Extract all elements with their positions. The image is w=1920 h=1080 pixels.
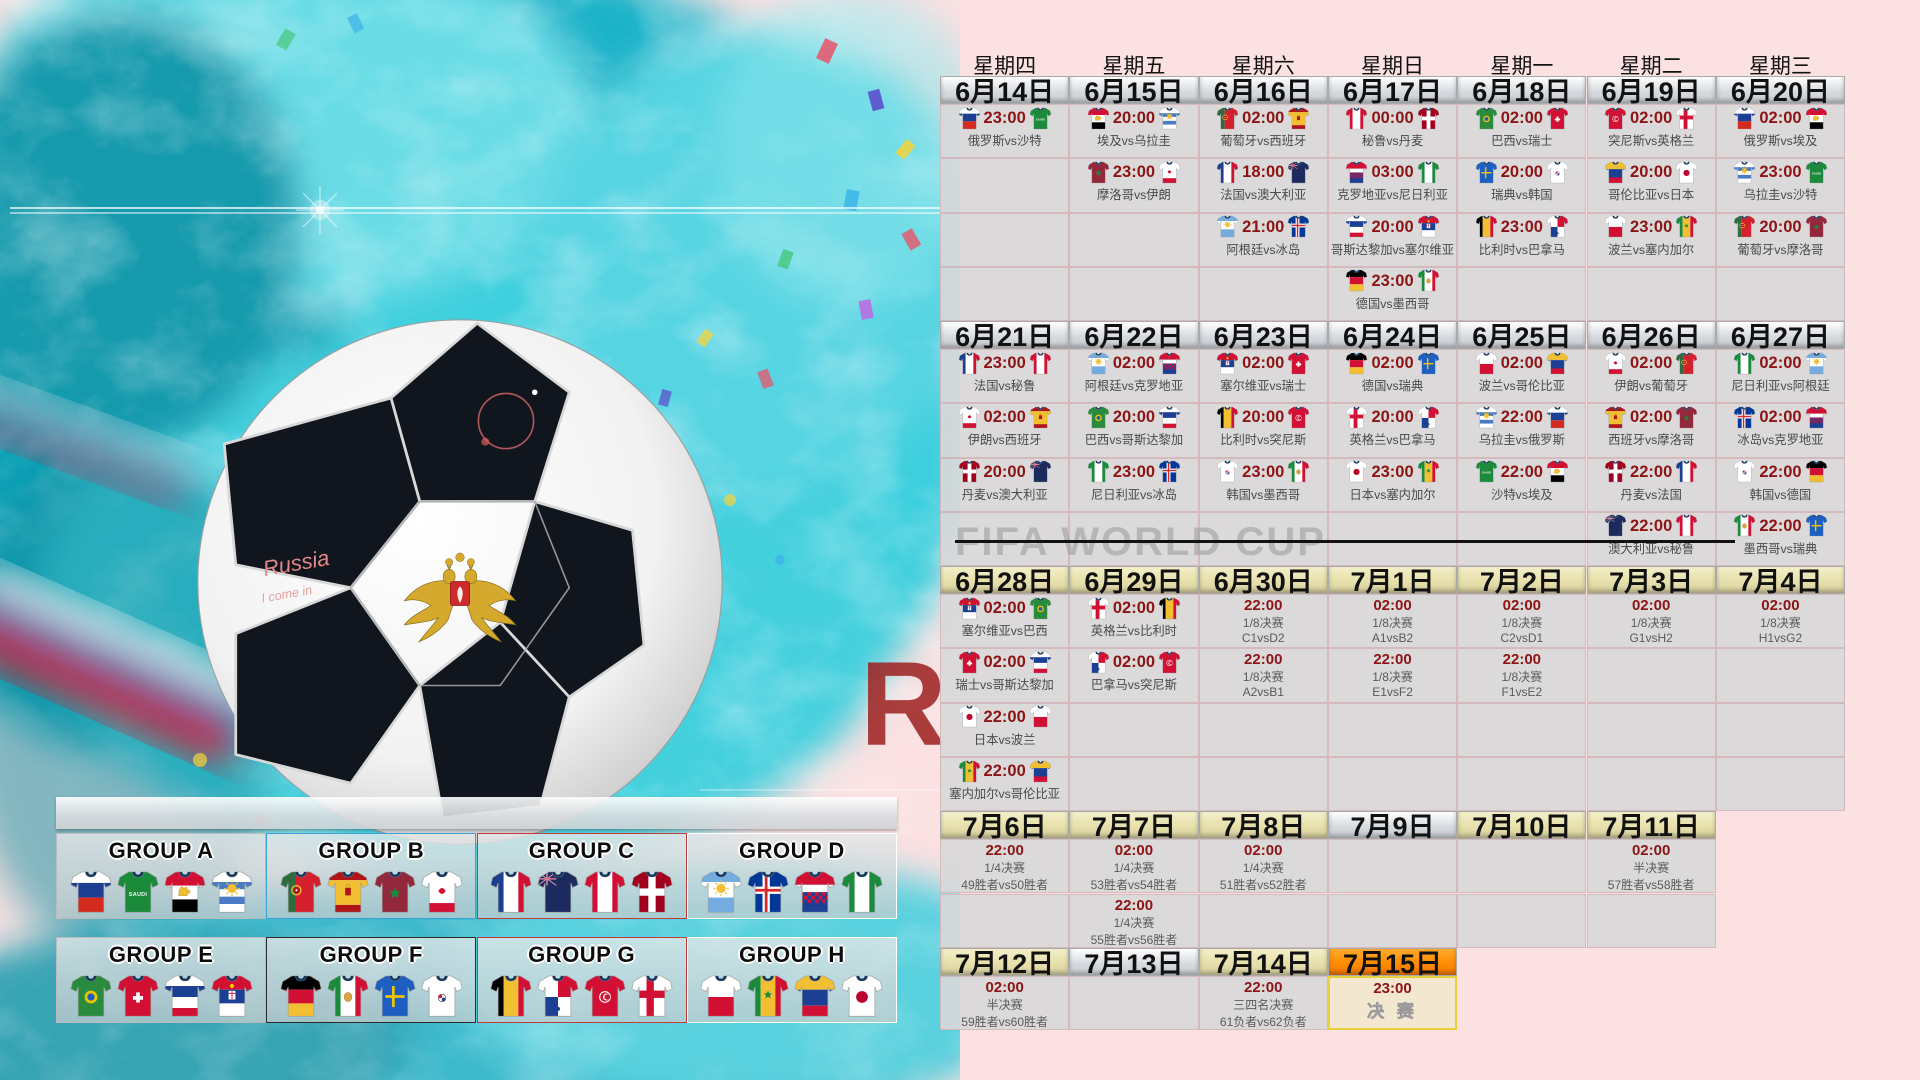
svg-text:SAUDI: SAUDI: [1035, 117, 1045, 121]
svg-text:SAUDI: SAUDI: [1811, 171, 1821, 175]
svg-text:SAUDI: SAUDI: [1481, 471, 1491, 475]
